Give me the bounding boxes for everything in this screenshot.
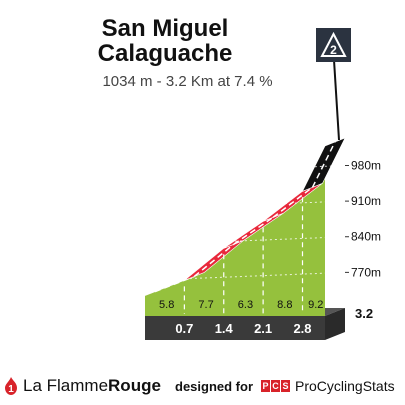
gradient-label: 5.8 bbox=[159, 299, 174, 311]
pcs-logo-icon: P C S bbox=[261, 380, 291, 392]
distance-label: 3.2 bbox=[355, 306, 373, 321]
climb-summary: 1034 m - 3.2 Km at 7.4 % bbox=[102, 73, 273, 90]
strip-centerline-3 bbox=[233, 216, 274, 245]
altitude-tick-label: 770m bbox=[351, 265, 381, 279]
profile-base-front bbox=[145, 316, 325, 340]
altitude-tick-label: 980m bbox=[351, 158, 381, 172]
designed-for-text: designed for bbox=[175, 378, 254, 394]
flame-icon: 1 bbox=[5, 377, 17, 395]
climb-name-line2: Calaguache bbox=[97, 40, 233, 67]
profile-front-wall bbox=[145, 146, 325, 316]
strip-centerline-5 bbox=[311, 141, 336, 188]
gridline-840 bbox=[144, 236, 346, 246]
pcs-name: ProCyclingStats bbox=[295, 378, 395, 394]
gradient-label: 9.2 bbox=[308, 299, 323, 311]
strip-centerline-4 bbox=[272, 186, 313, 218]
footer: 1 La Flamme Rouge designed for P C S ProC… bbox=[0, 375, 405, 397]
altitude-tick-label: 910m bbox=[351, 194, 381, 208]
brand-rouge: Rouge bbox=[108, 376, 161, 395]
gridline-770 bbox=[144, 271, 346, 281]
distance-label: 0.7 bbox=[175, 321, 193, 336]
mountain-icon bbox=[320, 31, 347, 57]
brand-la: La Flamme bbox=[23, 376, 109, 395]
strip-centerline-2 bbox=[193, 243, 235, 277]
brand-number: 1 bbox=[8, 384, 14, 395]
summit-pole bbox=[333, 59, 340, 141]
pcs-letter-p: P bbox=[261, 380, 271, 392]
gridline-910 bbox=[144, 200, 346, 210]
distance-label: 1.4 bbox=[215, 321, 234, 336]
pcs-letter-c: C bbox=[271, 380, 281, 392]
gradient-label: 6.3 bbox=[238, 299, 253, 311]
altitude-tick-label: 840m bbox=[351, 230, 381, 244]
gridline-980 bbox=[144, 164, 346, 174]
lfr-logo: 1 La Flamme Rouge bbox=[4, 375, 161, 397]
pcs-letter-s: S bbox=[281, 380, 291, 392]
gradient-label: 7.7 bbox=[198, 299, 213, 311]
distance-label: 2.1 bbox=[254, 321, 272, 336]
profile-base-side bbox=[325, 308, 345, 340]
gradient-label: 8.8 bbox=[277, 299, 292, 311]
category-badge-number: 2 bbox=[330, 43, 337, 57]
distance-label: 2.8 bbox=[293, 321, 311, 336]
pcs-credit: designed for P C S ProCyclingStats bbox=[175, 375, 395, 397]
climb-name-line1: San Miguel bbox=[101, 15, 229, 42]
